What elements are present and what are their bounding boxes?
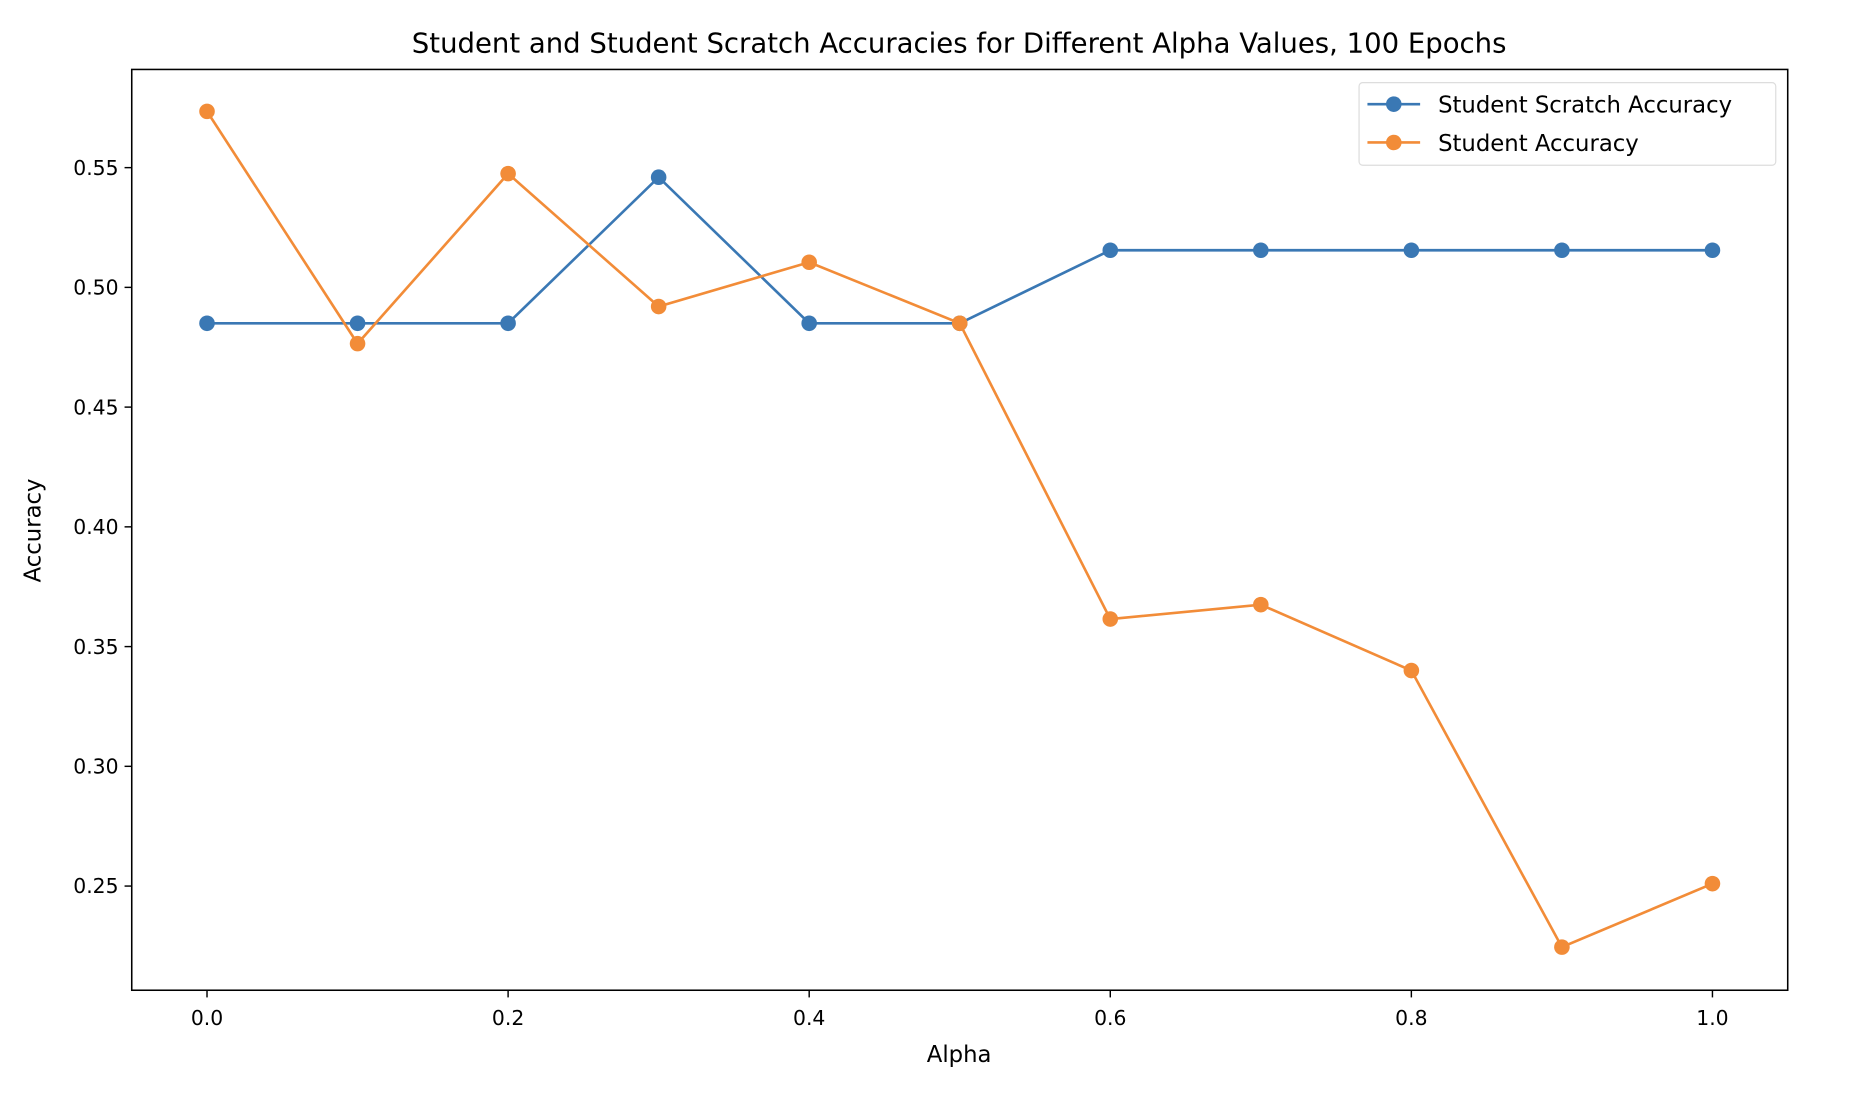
data-point-student-accuracy — [1253, 596, 1269, 613]
y-tick-label: 0.25 — [73, 874, 118, 898]
y-tick-label: 0.50 — [73, 276, 118, 300]
data-point-student-accuracy — [1102, 611, 1119, 627]
data-point-student-scratch-accuracy — [1554, 242, 1570, 259]
y-axis-label: Accuracy — [21, 479, 47, 583]
data-point-student-scratch-accuracy — [1704, 242, 1721, 259]
data-point-student-scratch-accuracy — [199, 315, 215, 332]
chart-title: Student and Student Scratch Accuracies f… — [412, 28, 1507, 60]
data-point-student-accuracy — [1403, 662, 1420, 679]
data-point-student-scratch-accuracy — [1403, 242, 1420, 259]
y-tick-label: 0.30 — [73, 755, 118, 779]
x-tick-label: 0.0 — [191, 1006, 223, 1030]
legend: Student Scratch Accuracy Student Accuracy — [1358, 82, 1777, 166]
data-point-student-accuracy — [650, 298, 667, 315]
data-point-student-scratch-accuracy — [500, 315, 516, 332]
x-tick-label: 1.0 — [1696, 1006, 1728, 1030]
y-tick-label: 0.55 — [73, 156, 118, 180]
legend-entry: Student Accuracy — [1438, 131, 1639, 157]
legend-marker — [1385, 134, 1402, 151]
y-tick-label: 0.40 — [73, 515, 118, 539]
x-tick-label: 0.4 — [793, 1006, 825, 1030]
y-tick-label: 0.45 — [73, 395, 118, 419]
x-tick-label: 0.6 — [1094, 1006, 1126, 1030]
data-point-student-scratch-accuracy — [1253, 242, 1269, 259]
data-point-student-scratch-accuracy — [349, 315, 366, 332]
data-point-student-accuracy — [500, 165, 516, 182]
data-point-student-scratch-accuracy — [801, 315, 817, 332]
y-tick-label: 0.35 — [73, 635, 118, 659]
data-point-student-scratch-accuracy — [650, 169, 667, 185]
data-point-student-accuracy — [801, 254, 817, 271]
legend-marker — [1385, 96, 1402, 112]
legend-box — [1358, 82, 1777, 166]
data-point-student-scratch-accuracy — [1102, 242, 1119, 259]
series-line-student-scratch-accuracy — [207, 175, 1713, 325]
series-line-student-accuracy — [205, 110, 1713, 949]
data-point-student-accuracy — [199, 103, 215, 120]
data-point-student-accuracy — [1704, 875, 1721, 892]
data-point-student-accuracy — [951, 315, 968, 332]
plot-frame — [130, 68, 1789, 992]
legend-entry: Student Scratch Accuracy — [1438, 93, 1732, 119]
x-tick-label: 0.8 — [1395, 1006, 1427, 1030]
x-axis-label: Alpha — [927, 1042, 992, 1068]
data-point-student-accuracy — [1554, 939, 1570, 955]
x-tick-label: 0.2 — [492, 1006, 524, 1030]
data-point-student-accuracy — [349, 335, 366, 352]
